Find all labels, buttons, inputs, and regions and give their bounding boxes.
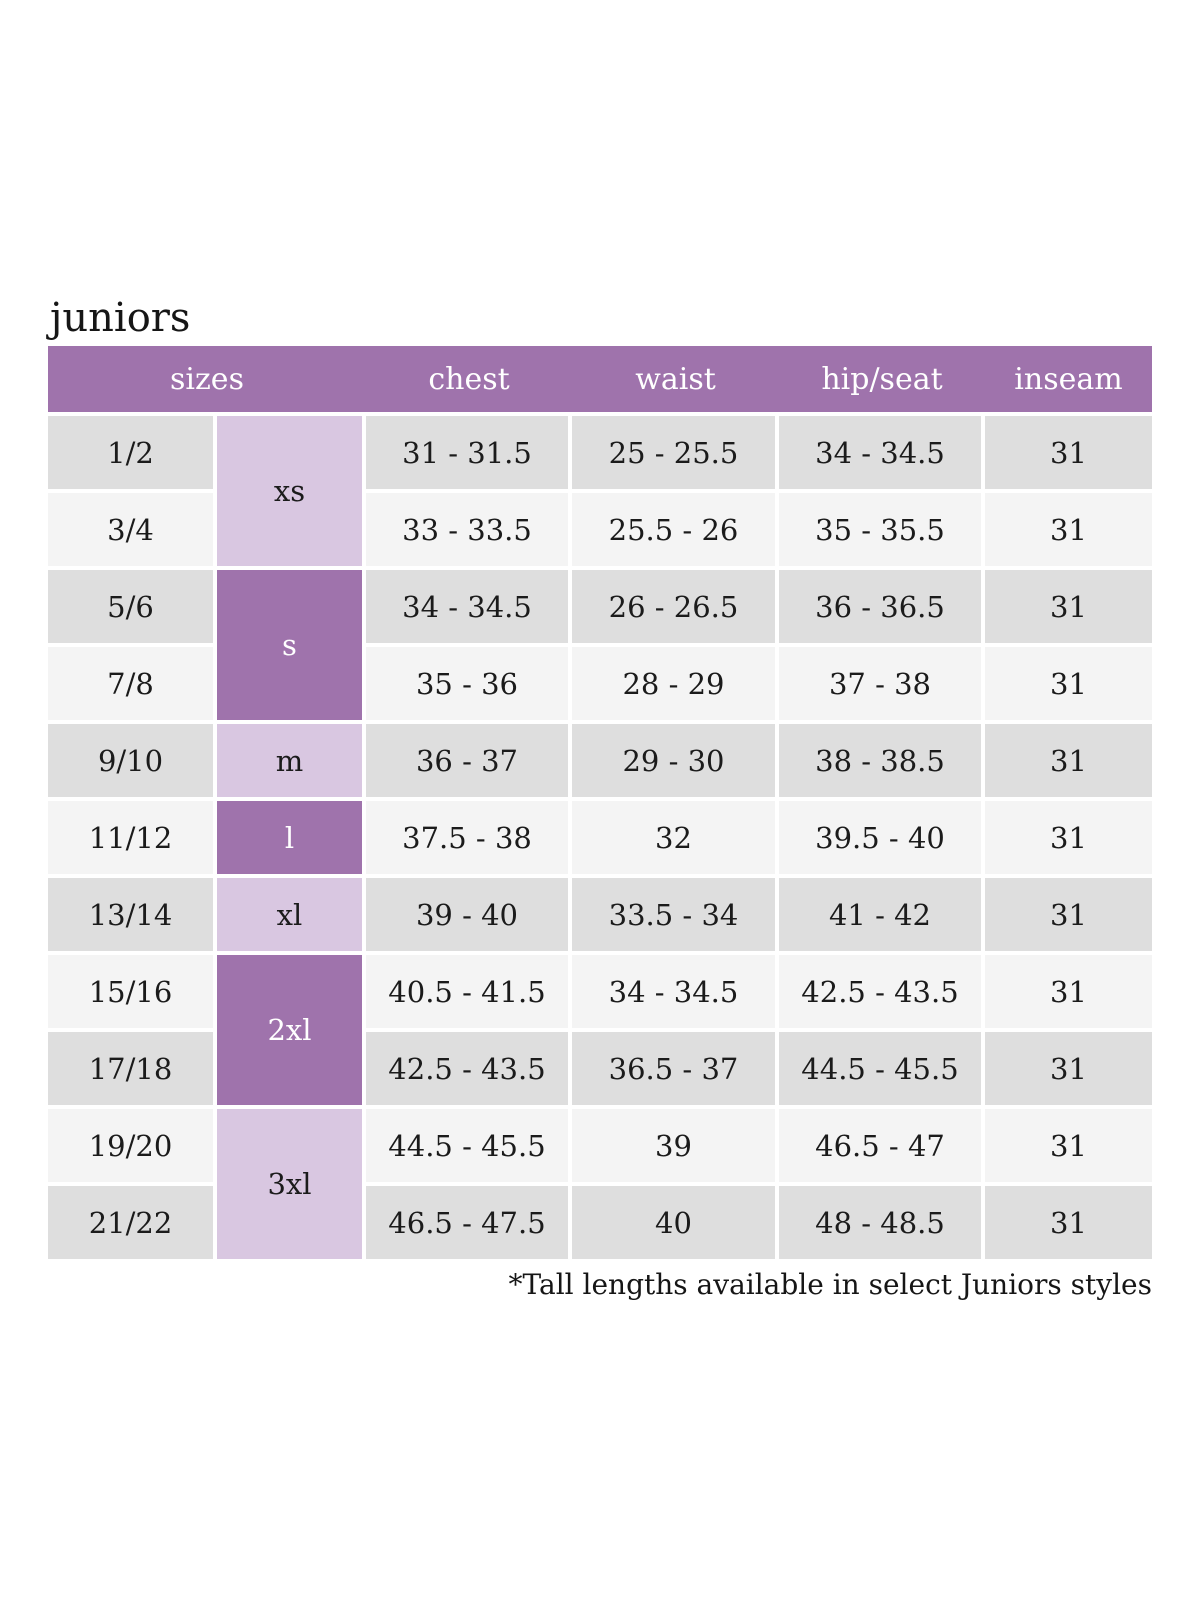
cell-inseam: 31 — [985, 647, 1152, 720]
cell-chest: 44.5 - 45.5 — [366, 1109, 568, 1182]
cell-size-letter-xl: xl — [217, 878, 362, 951]
column-header-sizes: sizes — [170, 361, 244, 397]
cell-waist: 36.5 - 37 — [572, 1032, 775, 1105]
cell-inseam: 31 — [985, 724, 1152, 797]
cell-waist: 34 - 34.5 — [572, 955, 775, 1028]
cell-chest: 37.5 - 38 — [366, 801, 568, 874]
column-header-waist: waist — [635, 361, 716, 397]
column-header-inseam: inseam — [1014, 361, 1123, 397]
cell-size-range: 15/16 — [48, 955, 213, 1028]
cell-hip-seat: 34 - 34.5 — [779, 416, 981, 489]
cell-size-range: 9/10 — [48, 724, 213, 797]
cell-size-letter-3xl: 3xl — [217, 1109, 362, 1259]
cell-inseam: 31 — [985, 1032, 1152, 1105]
size-chart-page: juniors sizes chest waist hip/seat insea… — [48, 295, 1152, 1301]
cell-hip-seat: 41 - 42 — [779, 878, 981, 951]
cell-chest: 36 - 37 — [366, 724, 568, 797]
cell-waist: 40 — [572, 1186, 775, 1259]
cell-chest: 40.5 - 41.5 — [366, 955, 568, 1028]
cell-waist: 25.5 - 26 — [572, 493, 775, 566]
cell-hip-seat: 42.5 - 43.5 — [779, 955, 981, 1028]
cell-chest: 31 - 31.5 — [366, 416, 568, 489]
juniors-size-table: sizes chest waist hip/seat inseam 1/2 31 … — [48, 346, 1152, 1259]
cell-inseam: 31 — [985, 1186, 1152, 1259]
cell-inseam: 31 — [985, 1109, 1152, 1182]
table-body: 1/2 31 - 31.5 25 - 25.5 34 - 34.5 31 3/4 33 - … — [48, 416, 1152, 1259]
cell-size-letter-xs: xs — [217, 416, 362, 566]
cell-waist: 29 - 30 — [572, 724, 775, 797]
column-header-hip-seat: hip/seat — [821, 361, 943, 397]
cell-size-range: 17/18 — [48, 1032, 213, 1105]
page-title: juniors — [50, 295, 191, 341]
cell-chest: 46.5 - 47.5 — [366, 1186, 568, 1259]
cell-hip-seat: 48 - 48.5 — [779, 1186, 981, 1259]
cell-hip-seat: 35 - 35.5 — [779, 493, 981, 566]
cell-chest: 33 - 33.5 — [366, 493, 568, 566]
cell-chest: 39 - 40 — [366, 878, 568, 951]
cell-inseam: 31 — [985, 416, 1152, 489]
cell-hip-seat: 44.5 - 45.5 — [779, 1032, 981, 1105]
cell-chest: 35 - 36 — [366, 647, 568, 720]
cell-hip-seat: 38 - 38.5 — [779, 724, 981, 797]
cell-inseam: 31 — [985, 801, 1152, 874]
cell-size-range: 1/2 — [48, 416, 213, 489]
cell-size-range: 3/4 — [48, 493, 213, 566]
cell-waist: 28 - 29 — [572, 647, 775, 720]
cell-size-range: 11/12 — [48, 801, 213, 874]
table-header-row: sizes chest waist hip/seat inseam — [48, 346, 1152, 412]
cell-size-letter-2xl: 2xl — [217, 955, 362, 1105]
cell-inseam: 31 — [985, 570, 1152, 643]
cell-inseam: 31 — [985, 955, 1152, 1028]
cell-waist: 33.5 - 34 — [572, 878, 775, 951]
cell-chest: 34 - 34.5 — [366, 570, 568, 643]
cell-hip-seat: 36 - 36.5 — [779, 570, 981, 643]
cell-waist: 39 — [572, 1109, 775, 1182]
cell-waist: 25 - 25.5 — [572, 416, 775, 489]
column-header-chest: chest — [428, 361, 510, 397]
cell-inseam: 31 — [985, 493, 1152, 566]
cell-size-letter-s: s — [217, 570, 362, 720]
cell-inseam: 31 — [985, 878, 1152, 951]
cell-size-letter-m: m — [217, 724, 362, 797]
cell-size-letter-l: l — [217, 801, 362, 874]
cell-size-range: 7/8 — [48, 647, 213, 720]
cell-chest: 42.5 - 43.5 — [366, 1032, 568, 1105]
cell-size-range: 21/22 — [48, 1186, 213, 1259]
cell-size-range: 5/6 — [48, 570, 213, 643]
cell-hip-seat: 46.5 - 47 — [779, 1109, 981, 1182]
cell-size-range: 19/20 — [48, 1109, 213, 1182]
cell-waist: 32 — [572, 801, 775, 874]
cell-hip-seat: 39.5 - 40 — [779, 801, 981, 874]
cell-hip-seat: 37 - 38 — [779, 647, 981, 720]
footnote-tall-lengths: *Tall lengths available in select Junior… — [508, 1268, 1152, 1301]
cell-size-range: 13/14 — [48, 878, 213, 951]
cell-waist: 26 - 26.5 — [572, 570, 775, 643]
